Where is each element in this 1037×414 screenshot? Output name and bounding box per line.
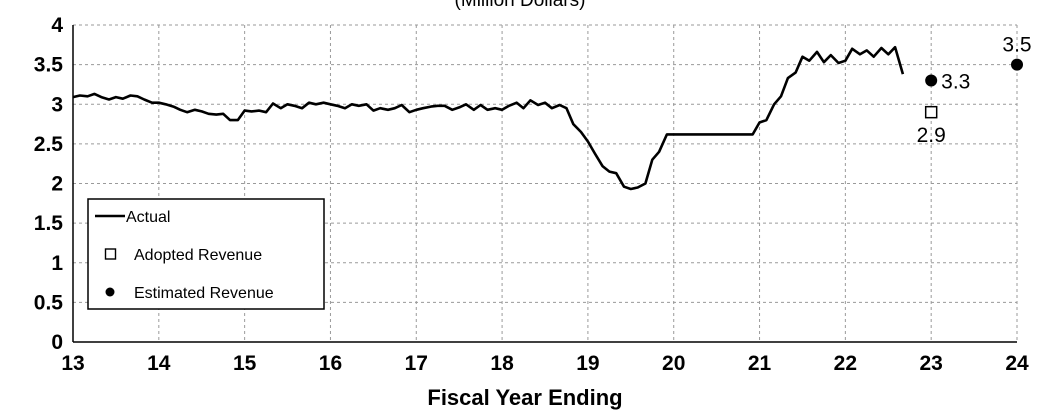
point-markers — [924, 58, 1023, 119]
series-line-actual — [72, 45, 905, 191]
estimated-revenue-label: 3.5 — [1002, 34, 1031, 57]
x-tick-label: 20 — [662, 352, 685, 375]
y-tick-label: 0.5 — [34, 291, 64, 314]
adopted-revenue-marker — [924, 105, 938, 119]
y-tick-label: 3 — [51, 93, 63, 116]
x-tick-label: 15 — [233, 352, 257, 375]
legend-box — [87, 198, 325, 310]
x-axis-label: Fiscal Year Ending — [427, 385, 622, 410]
x-tick-label: 21 — [748, 352, 772, 375]
estimated-revenue-marker — [1011, 58, 1023, 71]
legend-entry-label: Actual — [126, 209, 170, 226]
x-tick-labels: 13 14 15 16 17 18 19 20 21 22 23 24 — [61, 352, 1029, 375]
legend-entry-label: Estimated Revenue — [134, 285, 274, 302]
data-labels: 2.9 3.3 3.5 — [917, 34, 1032, 148]
axes — [72, 25, 1017, 343]
legend-entry-label: Adopted Revenue — [134, 247, 262, 264]
y-tick-label: 2.5 — [34, 133, 64, 156]
legend-swatch-estimated — [105, 287, 115, 297]
adopted-revenue-label: 2.9 — [917, 124, 946, 147]
x-tick-label: 23 — [920, 352, 943, 375]
y-tick-label: 3.5 — [34, 54, 64, 77]
x-tick-label: 18 — [490, 352, 514, 375]
x-tick-label: 19 — [576, 352, 599, 375]
x-tick-label: 22 — [834, 352, 857, 375]
estimated-revenue-marker — [925, 74, 938, 87]
x-tick-label: 13 — [61, 352, 84, 375]
x-tick-label: 16 — [319, 352, 342, 375]
x-tick-label: 17 — [405, 352, 428, 375]
y-tick-label: 1 — [51, 252, 63, 275]
y-tick-label: 1.5 — [34, 212, 64, 235]
estimated-revenue-label: 3.3 — [941, 70, 970, 93]
y-tick-label: 2 — [51, 173, 63, 196]
x-tick-label: 24 — [1005, 352, 1029, 375]
legend-swatch-adopted — [104, 248, 117, 260]
y-tick-label: 4 — [51, 14, 63, 37]
legend: Actual Adopted Revenue Estimated Revenue — [87, 198, 325, 310]
y-tick-labels: 0 0.5 1 1.5 2 2.5 3 3.5 4 — [34, 14, 64, 354]
x-tick-label: 14 — [147, 352, 171, 375]
y-tick-label: 0 — [51, 331, 63, 354]
chart-subtitle: (Million Dollars) — [455, 0, 586, 11]
